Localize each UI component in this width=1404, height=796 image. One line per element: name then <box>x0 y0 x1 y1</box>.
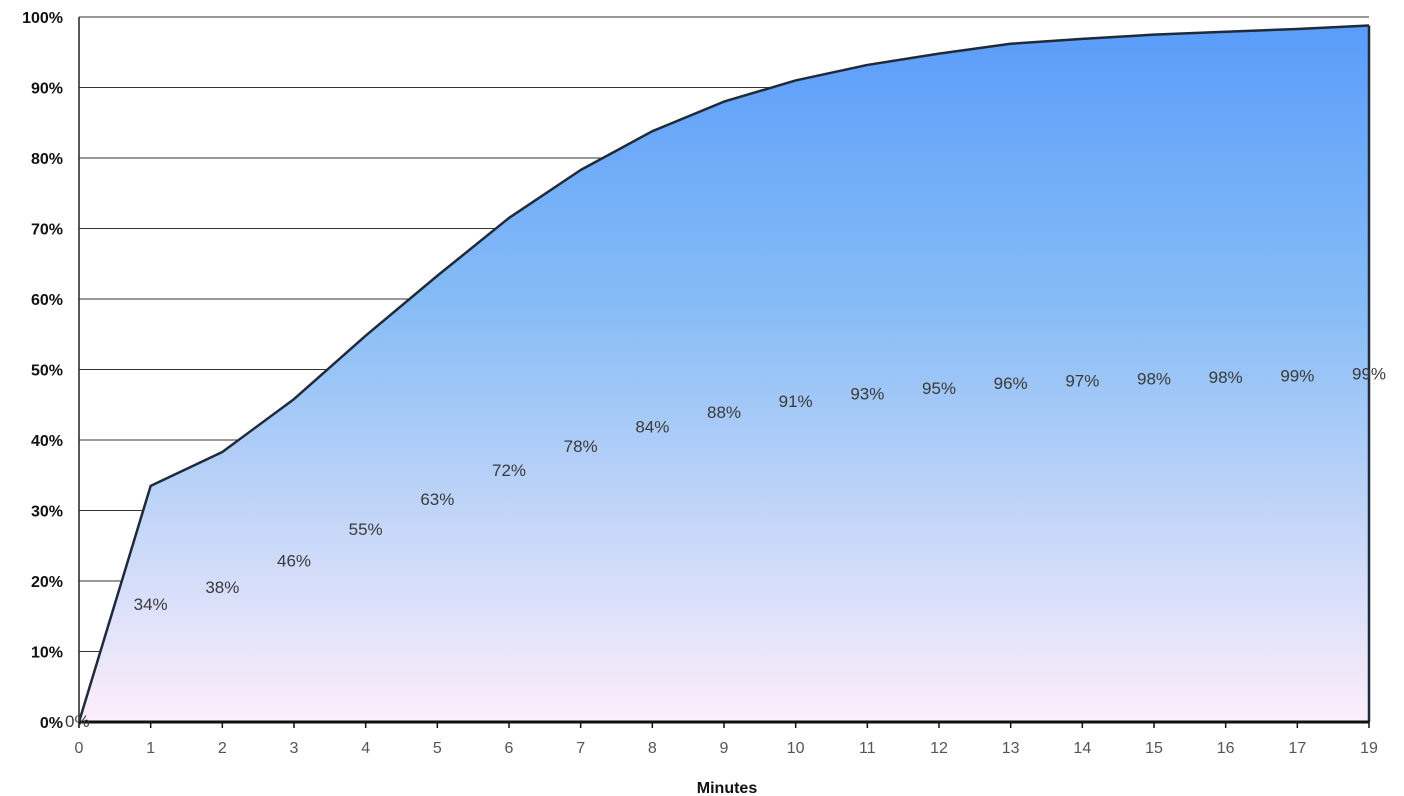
axes <box>78 17 1370 728</box>
x-tick-label: 6 <box>505 740 514 757</box>
x-tick-label: 5 <box>433 740 442 757</box>
data-label: 97% <box>1065 371 1099 390</box>
data-label: 46% <box>277 552 311 571</box>
x-tick-label: 4 <box>361 740 370 757</box>
y-tick-label: 90% <box>31 81 63 98</box>
data-label: 55% <box>349 520 383 539</box>
x-axis-title: Minutes <box>697 780 758 796</box>
y-tick-label: 20% <box>31 574 63 591</box>
x-tick-label: 9 <box>720 740 729 757</box>
y-tick-label: 50% <box>31 363 63 380</box>
x-tick-label: 12 <box>930 740 948 757</box>
data-label: 91% <box>779 392 813 411</box>
y-tick-label: 40% <box>31 433 63 450</box>
data-label: 38% <box>205 578 239 597</box>
x-tick-label: 13 <box>1002 740 1020 757</box>
x-tick-label: 10 <box>787 740 805 757</box>
x-tick-label: 19 <box>1360 740 1378 757</box>
y-tick-label: 80% <box>31 151 63 168</box>
data-label: 99% <box>1352 365 1386 384</box>
data-label: 0% <box>65 712 90 731</box>
y-axis-tick-labels: 0% 10% 20% 30% 40% 50% 60% 70% 80% 90% 100% <box>22 10 63 732</box>
area-series <box>77 24 1371 723</box>
y-tick-label: 60% <box>31 292 63 309</box>
y-tick-label: 10% <box>31 645 63 662</box>
x-tick-label: 7 <box>576 740 585 757</box>
data-label: 98% <box>1137 369 1171 388</box>
y-tick-label: 70% <box>31 222 63 239</box>
x-tick-label: 17 <box>1288 740 1306 757</box>
data-label: 95% <box>922 379 956 398</box>
y-tick-label: 30% <box>31 504 63 521</box>
x-tick-label: 16 <box>1217 740 1235 757</box>
x-tick-label: 0 <box>75 740 84 757</box>
series-line <box>77 24 1370 723</box>
data-label: 72% <box>492 461 526 480</box>
x-tick-label: 11 <box>859 740 876 757</box>
data-label: 99% <box>1280 366 1314 385</box>
data-label: 78% <box>564 437 598 456</box>
x-axis-tick-labels: 0 1 2 3 4 5 6 7 8 9 10 11 12 13 14 15 16 17 19 <box>75 740 1378 757</box>
data-label: 88% <box>707 403 741 422</box>
data-labels: 0% 34% 38% 46% 55% 63% 72% 78% 84% 88% 91% 93% 95% 96… <box>65 365 1386 731</box>
y-tick-label: 100% <box>22 10 63 27</box>
y-tick-label: 0% <box>40 715 63 732</box>
data-label: 96% <box>994 374 1028 393</box>
data-label: 34% <box>134 595 168 614</box>
data-label: 63% <box>420 490 454 509</box>
x-tick-label: 1 <box>146 740 155 757</box>
x-tick-label: 2 <box>218 740 227 757</box>
x-tick-label: 8 <box>648 740 657 757</box>
x-tick-label: 15 <box>1145 740 1163 757</box>
x-tick-label: 3 <box>290 740 299 757</box>
data-label: 84% <box>635 418 669 437</box>
data-label: 93% <box>850 384 884 403</box>
data-label: 98% <box>1209 368 1243 387</box>
x-tick-label: 14 <box>1073 740 1091 757</box>
area-fill <box>79 25 1369 722</box>
